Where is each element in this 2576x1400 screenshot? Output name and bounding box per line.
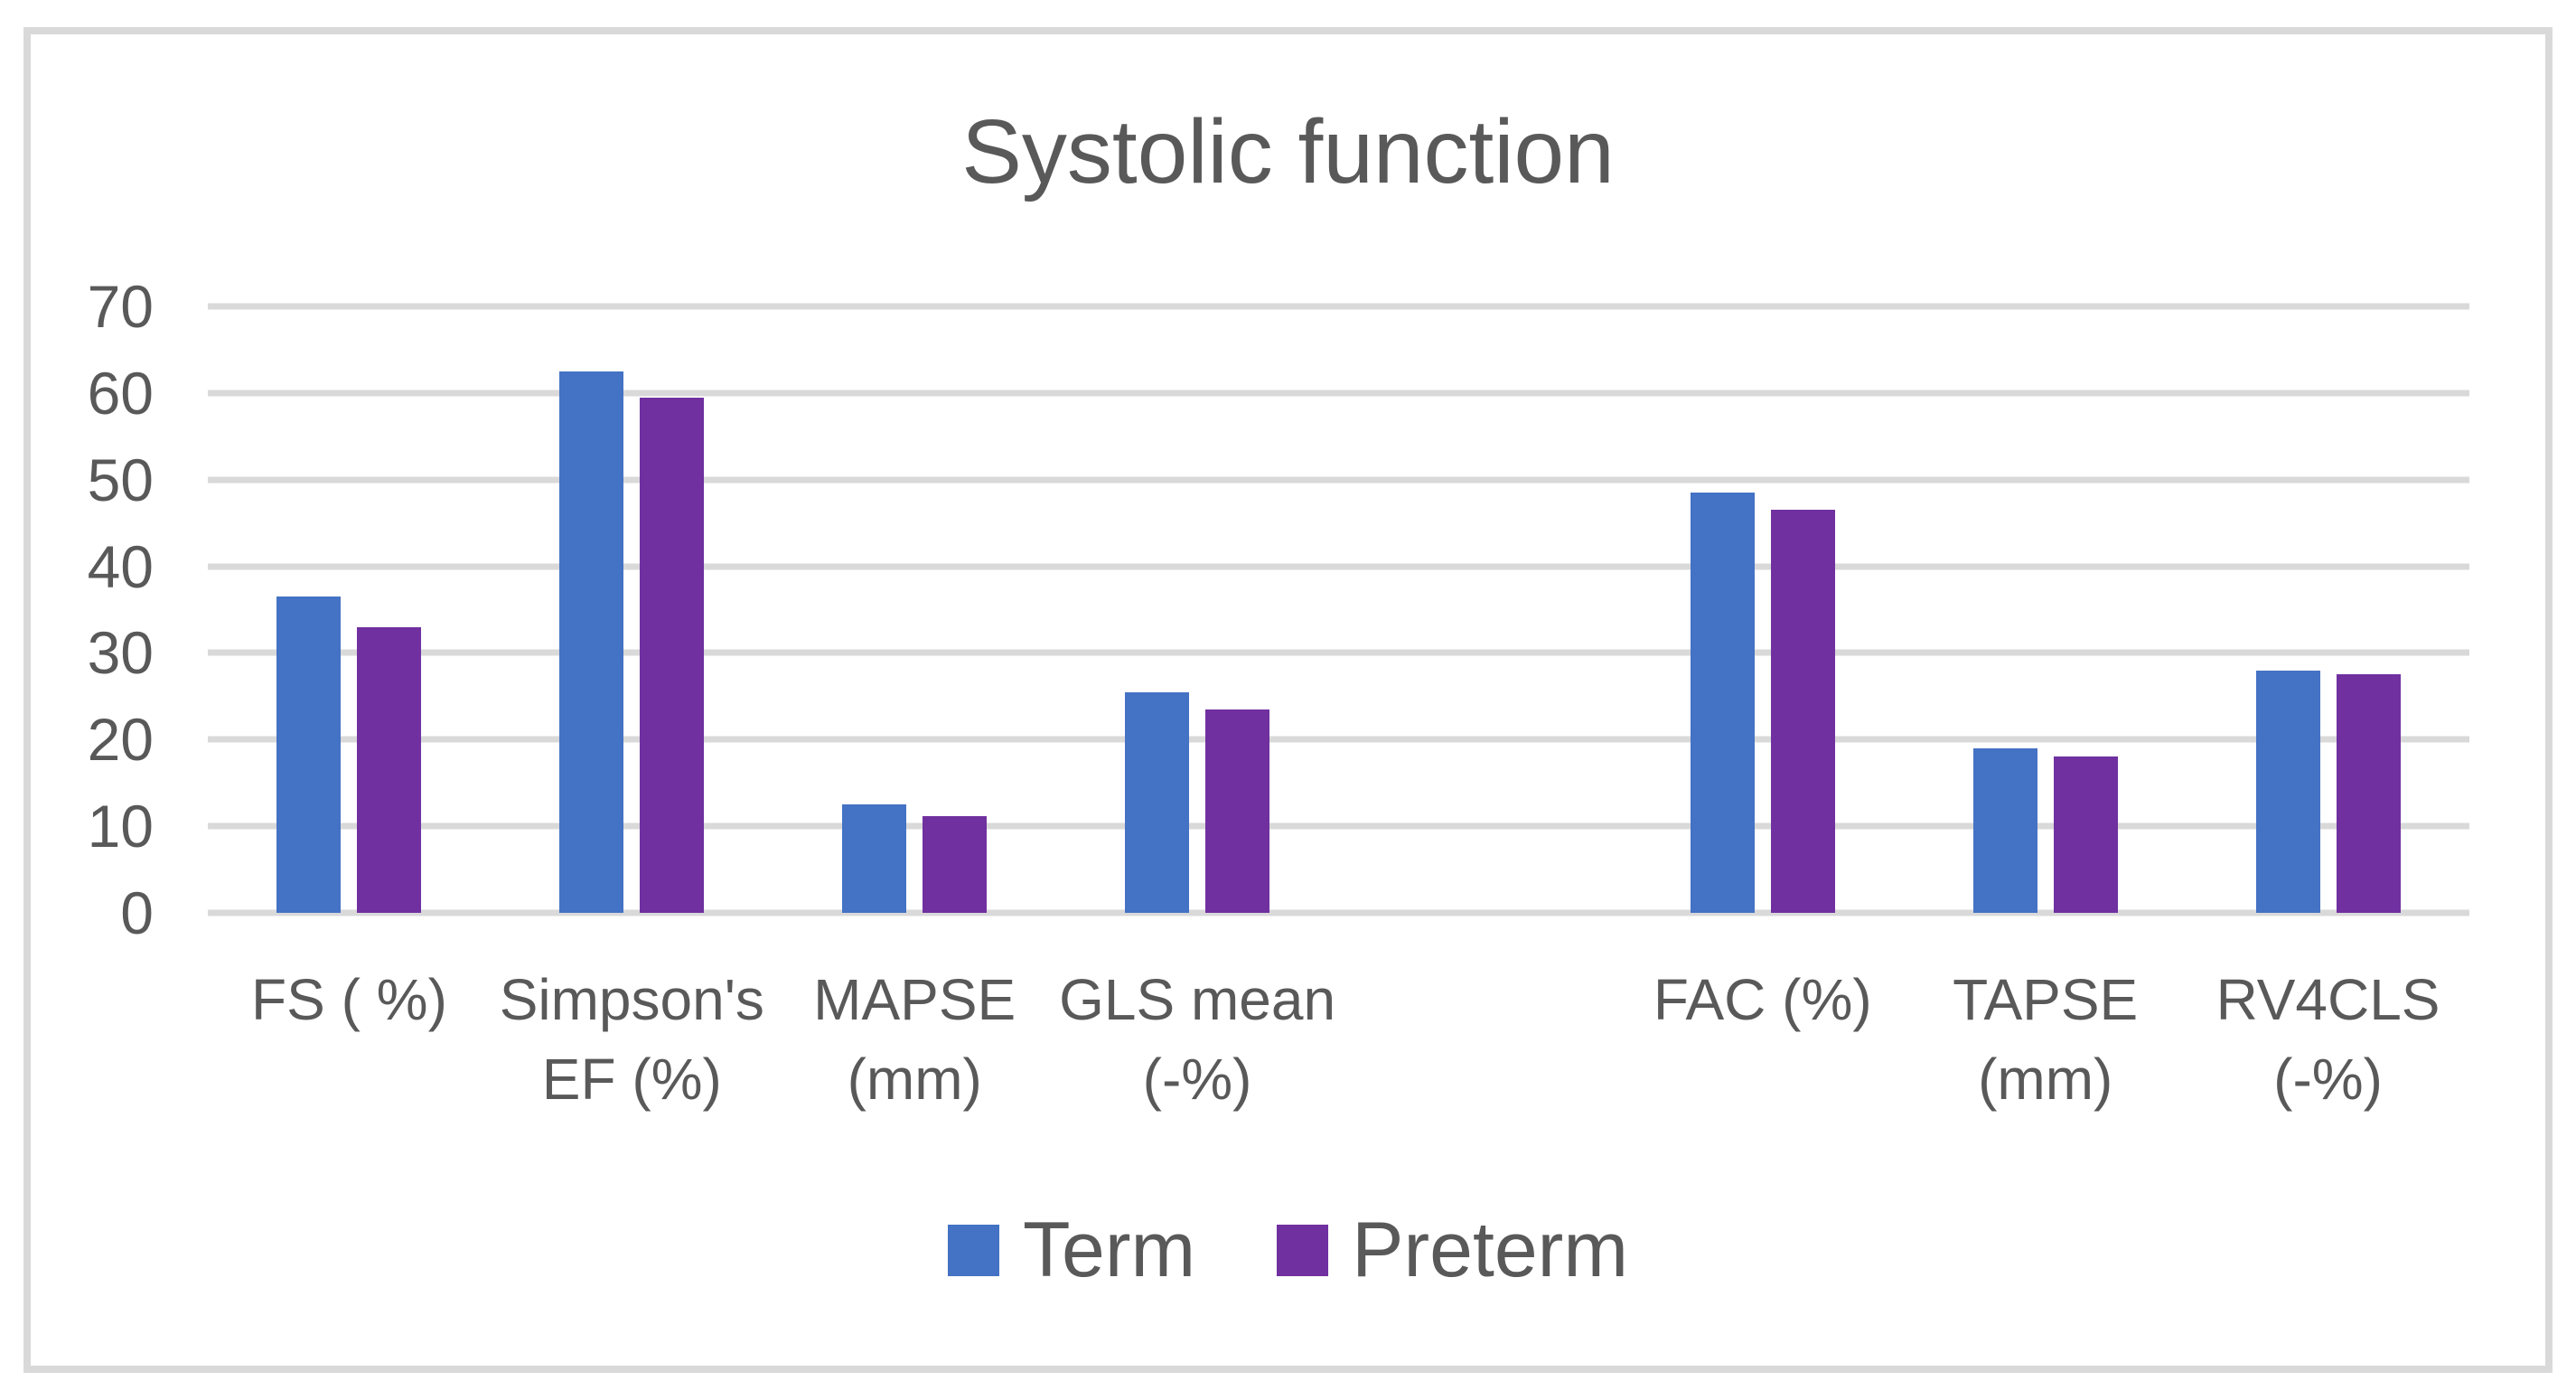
gridline-0 bbox=[208, 909, 2469, 916]
category-label-line: (mm) bbox=[1978, 1047, 2113, 1112]
legend-label-preterm: Preterm bbox=[1352, 1207, 1628, 1293]
legend-swatch-preterm bbox=[1277, 1224, 1329, 1276]
bar-term-5 bbox=[1690, 493, 1755, 913]
category-label-line: TAPSE bbox=[1953, 967, 2139, 1032]
bar-preterm-0 bbox=[357, 626, 422, 913]
y-tick-label-60: 60 bbox=[87, 359, 154, 427]
bar-preterm-7 bbox=[2336, 674, 2401, 913]
category-label-line: (-%) bbox=[1142, 1047, 1252, 1112]
gridline-10 bbox=[208, 822, 2469, 830]
category-label-line: FAC (%) bbox=[1653, 967, 1872, 1032]
bar-term-6 bbox=[1972, 747, 2037, 913]
y-tick-label-40: 40 bbox=[87, 532, 154, 600]
y-tick-label-0: 0 bbox=[120, 879, 154, 946]
category-label-line: GLS mean bbox=[1059, 967, 1336, 1032]
bar-term-1 bbox=[559, 371, 624, 913]
y-tick-label-10: 10 bbox=[87, 793, 154, 860]
bar-preterm-5 bbox=[1770, 510, 1835, 913]
category-label-line: (mm) bbox=[847, 1047, 982, 1112]
legend-item-preterm: Preterm bbox=[1277, 1211, 1628, 1289]
gridline-70 bbox=[208, 303, 2469, 310]
category-label-line: EF (%) bbox=[541, 1047, 722, 1112]
gridline-60 bbox=[208, 390, 2469, 397]
category-label-6: TAPSE (mm) bbox=[1904, 960, 2187, 1119]
bar-term-0 bbox=[276, 597, 342, 913]
category-label-3: GLS mean (-%) bbox=[1056, 960, 1339, 1119]
bar-term-7 bbox=[2255, 670, 2320, 913]
bar-preterm-6 bbox=[2053, 756, 2118, 913]
legend-item-term: Term bbox=[948, 1211, 1195, 1289]
category-label-2: MAPSE (mm) bbox=[773, 960, 1056, 1119]
y-tick-label-30: 30 bbox=[87, 619, 154, 687]
bar-preterm-1 bbox=[640, 397, 705, 913]
y-tick-label-20: 20 bbox=[87, 706, 154, 774]
bar-term-3 bbox=[1125, 691, 1190, 913]
gridline-30 bbox=[208, 649, 2469, 656]
gridline-50 bbox=[208, 476, 2469, 484]
gridline-20 bbox=[208, 736, 2469, 743]
bar-preterm-2 bbox=[923, 815, 988, 913]
chart-title: Systolic function bbox=[961, 101, 1615, 202]
category-label-line: RV4CLS bbox=[2215, 967, 2440, 1032]
category-label-line: (-%) bbox=[2273, 1047, 2383, 1112]
gridline-40 bbox=[208, 563, 2469, 570]
y-axis-tick-labels: 0 10 20 30 40 50 60 70 bbox=[0, 277, 154, 943]
legend-swatch-term bbox=[948, 1224, 1000, 1276]
category-label-line: FS ( %) bbox=[251, 967, 447, 1032]
category-label-5: FAC (%) bbox=[1621, 960, 1904, 1039]
bar-term-2 bbox=[842, 804, 907, 913]
category-label-line: Simpson's bbox=[499, 967, 764, 1032]
category-label-0: FS ( %) bbox=[208, 960, 491, 1039]
y-tick-label-50: 50 bbox=[87, 446, 154, 513]
legend: Term Preterm bbox=[0, 1211, 2576, 1289]
y-tick-label-70: 70 bbox=[87, 273, 154, 340]
category-label-1: Simpson's EF (%) bbox=[491, 960, 773, 1119]
chart-border bbox=[23, 27, 2553, 1373]
plot-area bbox=[208, 303, 2469, 916]
legend-label-term: Term bbox=[1023, 1207, 1196, 1293]
category-label-7: RV4CLS (-%) bbox=[2187, 960, 2469, 1119]
category-label-line: MAPSE bbox=[813, 967, 1016, 1032]
bar-preterm-3 bbox=[1205, 709, 1270, 913]
